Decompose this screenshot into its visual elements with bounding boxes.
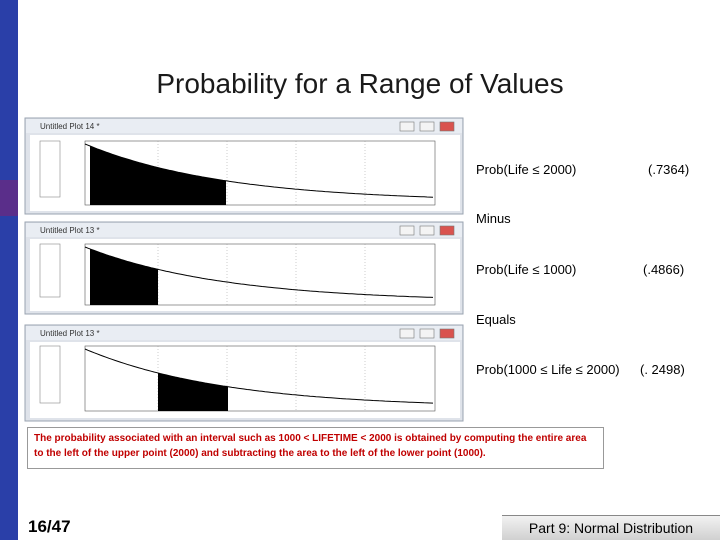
window-button: [439, 225, 455, 236]
window-button: [419, 328, 435, 339]
shaded-area: [90, 248, 158, 305]
window-title: Untitled Plot 13 *: [40, 329, 100, 338]
row-label: Prob(1000 ≤ Life ≤ 2000): [476, 362, 620, 377]
window-titlebar: [26, 119, 462, 133]
side-bar-accent: [0, 180, 18, 216]
axes-frame: [84, 140, 436, 206]
connector: Minus: [476, 211, 511, 226]
density-curve: [84, 348, 434, 404]
window-title: Untitled Plot 14 *: [40, 122, 100, 131]
row-value: (. 2498): [640, 362, 685, 377]
window-title: Untitled Plot 13 *: [40, 226, 100, 235]
window-button: [419, 225, 435, 236]
axes-frame: [84, 345, 436, 412]
window-titlebar: [26, 326, 462, 340]
side-bar: [0, 0, 18, 540]
axes-frame: [84, 243, 436, 306]
window-button: [439, 328, 455, 339]
page-number: 16/47: [28, 517, 71, 536]
row-value: (.7364): [648, 162, 690, 177]
slide-title: Probability for a Range of Values: [156, 68, 564, 99]
note: The probability associated with an inter…: [27, 427, 604, 469]
window-button: [419, 121, 435, 132]
window-button: [399, 328, 415, 339]
density-curve: [84, 246, 434, 298]
legend-box: [39, 140, 61, 198]
window-button: [439, 121, 455, 132]
shaded-area: [158, 373, 228, 411]
row-value: (.4866): [643, 262, 685, 277]
legend-box: [39, 243, 61, 298]
shaded-area: [90, 146, 226, 205]
window-button: [399, 225, 415, 236]
window-button: [399, 121, 415, 132]
density-curve: [84, 143, 434, 198]
window-titlebar: [26, 223, 462, 237]
plot-area: [30, 342, 460, 418]
row-label: Prob(Life ≤ 1000): [476, 262, 577, 277]
footer: Part 9: Normal Distribution: [502, 515, 720, 540]
connector: Equals: [476, 312, 516, 327]
row-label: Prob(Life ≤ 2000): [476, 162, 577, 177]
legend-box: [39, 345, 61, 404]
